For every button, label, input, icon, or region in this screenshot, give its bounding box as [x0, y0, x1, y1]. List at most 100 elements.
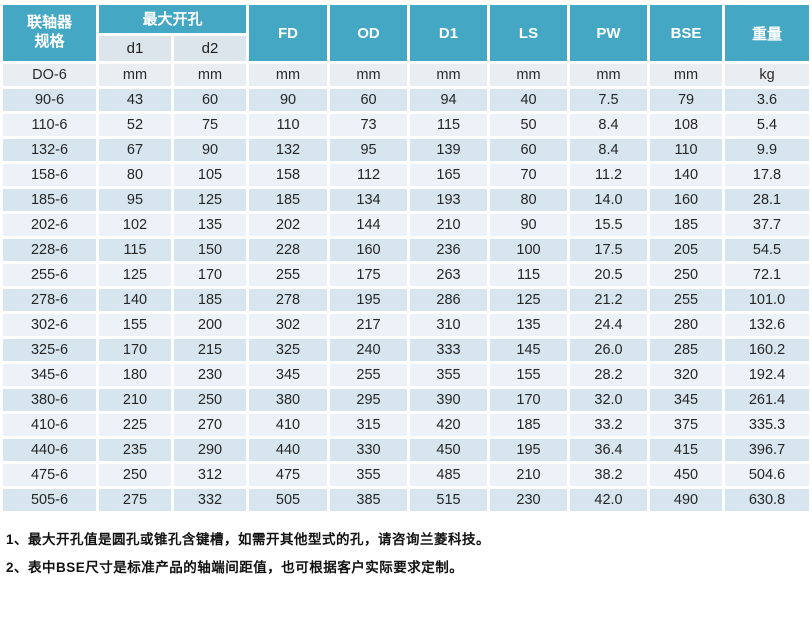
value-cell: 195: [330, 289, 408, 311]
value-cell: 333: [410, 339, 488, 361]
value-cell: 230: [490, 489, 568, 511]
value-cell: 24.4: [570, 314, 648, 336]
value-cell: 101.0: [725, 289, 810, 311]
value-cell: mm: [330, 64, 408, 86]
value-cell: 165: [410, 164, 488, 186]
value-cell: mm: [99, 64, 171, 86]
value-cell: 94: [410, 89, 488, 111]
value-cell: 8.4: [570, 139, 648, 161]
value-cell: 278: [249, 289, 328, 311]
spec-cell: 278-6: [3, 289, 96, 311]
header-d1: D1: [410, 5, 488, 61]
header-ls: LS: [490, 5, 568, 61]
value-cell: 355: [410, 364, 488, 386]
value-cell: 275: [99, 489, 171, 511]
value-cell: 200: [174, 314, 247, 336]
value-cell: 26.0: [570, 339, 648, 361]
value-cell: 125: [99, 264, 171, 286]
value-cell: 75: [174, 114, 247, 136]
value-cell: 134: [330, 189, 408, 211]
value-cell: 50: [490, 114, 568, 136]
spec-cell: 380-6: [3, 389, 96, 411]
value-cell: 132: [249, 139, 328, 161]
value-cell: 110: [650, 139, 723, 161]
value-cell: 36.4: [570, 439, 648, 461]
value-cell: 43: [99, 89, 171, 111]
value-cell: 115: [99, 239, 171, 261]
value-cell: 110: [249, 114, 328, 136]
value-cell: 115: [410, 114, 488, 136]
value-cell: 112: [330, 164, 408, 186]
value-cell: 215: [174, 339, 247, 361]
value-cell: 135: [490, 314, 568, 336]
value-cell: 250: [174, 389, 247, 411]
value-cell: 14.0: [570, 189, 648, 211]
value-cell: 280: [650, 314, 723, 336]
value-cell: 345: [650, 389, 723, 411]
value-cell: 33.2: [570, 414, 648, 436]
value-cell: 261.4: [725, 389, 810, 411]
value-cell: 450: [650, 464, 723, 486]
value-cell: 80: [99, 164, 171, 186]
table-row: 158-6 80 105 158 112 165 70 11.2 140 17.8: [3, 164, 810, 186]
footnote-1: 1、最大开孔值是圆孔或锥孔含键槽，如需开其他型式的孔，请咨询兰菱科技。: [6, 532, 491, 547]
value-cell: 5.4: [725, 114, 810, 136]
spec-cell: 345-6: [3, 364, 96, 386]
value-cell: 225: [99, 414, 171, 436]
value-cell: 139: [410, 139, 488, 161]
table-row: 302-6 155 200 302 217 310 135 24.4 280 132.6: [3, 314, 810, 336]
value-cell: 240: [330, 339, 408, 361]
value-cell: 125: [490, 289, 568, 311]
header-max-bore: 最大开孔: [99, 5, 247, 33]
value-cell: 330: [330, 439, 408, 461]
spec-cell: 505-6: [3, 489, 96, 511]
value-cell: 60: [330, 89, 408, 111]
value-cell: 193: [410, 189, 488, 211]
spec-cell: 228-6: [3, 239, 96, 261]
value-cell: 67: [99, 139, 171, 161]
value-cell: 230: [174, 364, 247, 386]
value-cell: 210: [410, 214, 488, 236]
value-cell: kg: [725, 64, 810, 86]
value-cell: 355: [330, 464, 408, 486]
value-cell: 255: [650, 289, 723, 311]
value-cell: 28.2: [570, 364, 648, 386]
value-cell: 375: [650, 414, 723, 436]
spec-cell: 325-6: [3, 339, 96, 361]
value-cell: 185: [650, 214, 723, 236]
header-bse: BSE: [650, 5, 723, 61]
value-cell: 150: [174, 239, 247, 261]
value-cell: 54.5: [725, 239, 810, 261]
value-cell: 160: [650, 189, 723, 211]
value-cell: 9.9: [725, 139, 810, 161]
value-cell: 115: [490, 264, 568, 286]
table-row: 110-6 52 75 110 73 115 50 8.4 108 5.4: [3, 114, 810, 136]
value-cell: 450: [410, 439, 488, 461]
header-fd: FD: [249, 5, 328, 61]
value-cell: 180: [99, 364, 171, 386]
value-cell: 302: [249, 314, 328, 336]
value-cell: mm: [410, 64, 488, 86]
value-cell: 390: [410, 389, 488, 411]
value-cell: 145: [490, 339, 568, 361]
footnote-2: 2、表中BSE尺寸是标准产品的轴端间距值，也可根据客户实际要求定制。: [6, 560, 464, 575]
value-cell: 95: [330, 139, 408, 161]
value-cell: 40: [490, 89, 568, 111]
value-cell: 60: [174, 89, 247, 111]
spec-cell: 202-6: [3, 214, 96, 236]
value-cell: 475: [249, 464, 328, 486]
value-cell: 250: [650, 264, 723, 286]
value-cell: 217: [330, 314, 408, 336]
spec-cell: 185-6: [3, 189, 96, 211]
value-cell: 263: [410, 264, 488, 286]
value-cell: 15.5: [570, 214, 648, 236]
value-cell: 205: [650, 239, 723, 261]
table-row: 380-6 210 250 380 295 390 170 32.0 345 261.4: [3, 389, 810, 411]
spec-cell: 475-6: [3, 464, 96, 486]
table-row: 325-6 170 215 325 240 333 145 26.0 285 160.2: [3, 339, 810, 361]
spec-cell: 440-6: [3, 439, 96, 461]
value-cell: 504.6: [725, 464, 810, 486]
value-cell: 42.0: [570, 489, 648, 511]
value-cell: 170: [174, 264, 247, 286]
value-cell: 255: [249, 264, 328, 286]
